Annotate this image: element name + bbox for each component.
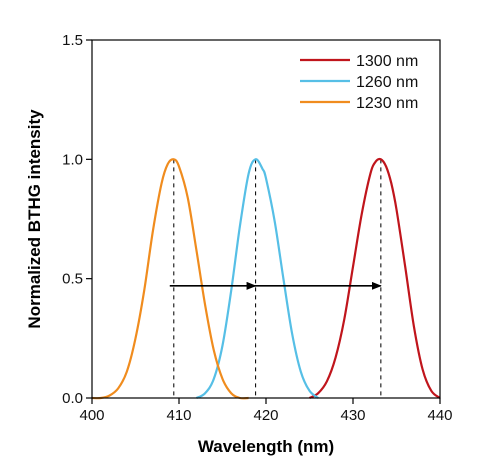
series-layer [91, 157, 441, 400]
plot-frame [91, 39, 441, 399]
series-line-1230-nm [91, 158, 249, 400]
y-tick-label: 1.0 [62, 151, 83, 168]
legend: 1300 nm 1260 nm 1230 nm [300, 53, 418, 112]
peak-markers-layer [173, 159, 382, 398]
y-axis-title: Normalized BTHG intensity [25, 109, 44, 329]
legend-label: 1300 nm [356, 53, 418, 70]
x-tick-label: 430 [340, 407, 365, 424]
x-tick-label: 400 [79, 407, 104, 424]
x-tick-label: 410 [166, 407, 191, 424]
x-axis-title: Wavelength (nm) [198, 437, 334, 456]
x-tick-label: 420 [253, 407, 278, 424]
axes-layer: 400 410 420 430 440 0.0 0.5 1.0 1.5 [62, 32, 452, 424]
series-line-1300-nm [308, 157, 441, 399]
series-line-1260-nm [195, 158, 319, 399]
y-tick-label: 1.5 [62, 32, 83, 49]
legend-label: 1230 nm [356, 95, 418, 112]
y-tick-label: 0.5 [62, 271, 83, 288]
x-tick-label: 440 [427, 407, 452, 424]
legend-label: 1260 nm [356, 74, 418, 91]
y-tick-label: 0.0 [62, 390, 83, 407]
